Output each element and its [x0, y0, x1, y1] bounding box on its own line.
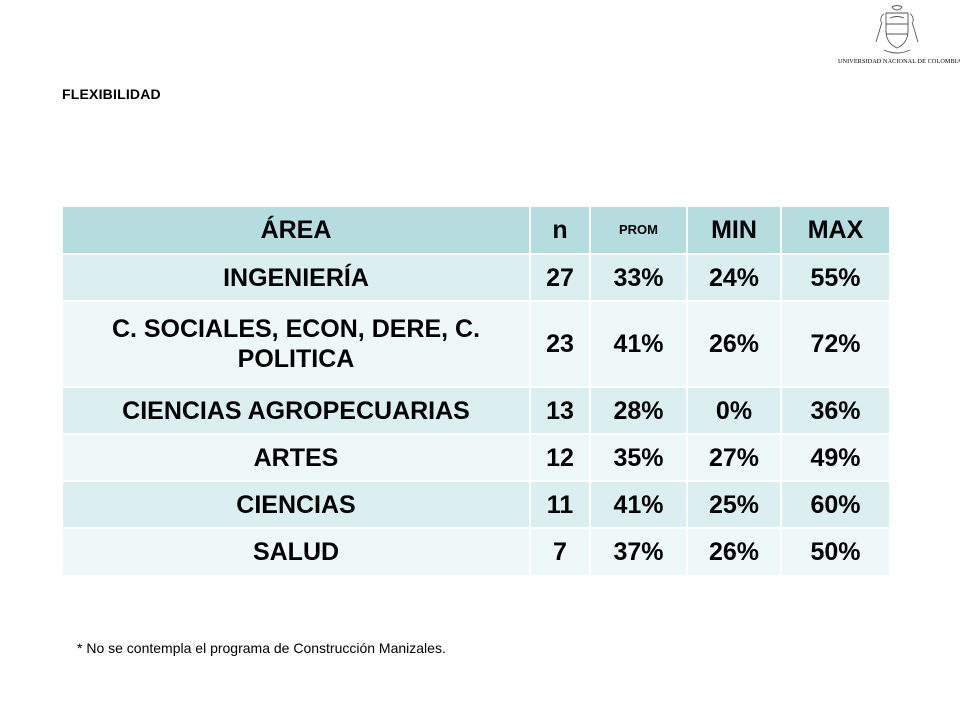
cell-n: 13 — [529, 386, 590, 434]
cell-min: 26% — [686, 527, 781, 575]
cell-area: INGENIERÍA — [61, 253, 530, 301]
table-row: SALUD 7 37% 26% 50% — [61, 527, 889, 575]
cell-min: 25% — [686, 480, 781, 528]
cell-prom: 37% — [589, 527, 687, 575]
table-row: INGENIERÍA 27 33% 24% 55% — [61, 253, 889, 301]
cell-n: 27 — [529, 253, 590, 301]
cell-max: 50% — [780, 527, 889, 575]
page-title: FLEXIBILIDAD — [62, 86, 161, 102]
cell-area: SALUD — [61, 527, 530, 575]
header-n: n — [529, 205, 590, 254]
table-row: CIENCIAS AGROPECUARIAS 13 28% 0% 36% — [61, 386, 889, 434]
cell-area: ARTES — [61, 433, 530, 481]
cell-prom: 35% — [589, 433, 687, 481]
cell-prom: 41% — [589, 300, 687, 387]
cell-area: CIENCIAS — [61, 480, 530, 528]
cell-n: 23 — [529, 300, 590, 387]
cell-min: 24% — [686, 253, 781, 301]
cell-n: 7 — [529, 527, 590, 575]
coat-of-arms-icon — [875, 5, 919, 54]
table-row: CIENCIAS 11 41% 25% 60% — [61, 480, 889, 528]
cell-min: 26% — [686, 300, 781, 387]
cell-max: 60% — [780, 480, 889, 528]
footnote: * No se contempla el programa de Constru… — [77, 640, 446, 656]
table-row: C. SOCIALES, ECON, DERE, C. POLITICA 23 … — [61, 300, 889, 387]
cell-n: 11 — [529, 480, 590, 528]
table-row: ARTES 12 35% 27% 49% — [61, 433, 889, 481]
cell-area: CIENCIAS AGROPECUARIAS — [61, 386, 530, 434]
flexibility-table: ÁREA n PROM MIN MAX INGENIERÍA 27 33% 24… — [61, 205, 889, 575]
cell-max: 36% — [780, 386, 889, 434]
cell-area: C. SOCIALES, ECON, DERE, C. POLITICA — [61, 300, 530, 387]
cell-prom: 28% — [589, 386, 687, 434]
cell-max: 72% — [780, 300, 889, 387]
cell-prom: 41% — [589, 480, 687, 528]
logo-text: UNIVERSIDAD NACIONAL DE COLOMBIA — [838, 58, 960, 65]
header-area: ÁREA — [61, 205, 530, 254]
cell-n: 12 — [529, 433, 590, 481]
cell-min: 0% — [686, 386, 781, 434]
header-min: MIN — [686, 205, 781, 254]
cell-min: 27% — [686, 433, 781, 481]
cell-max: 49% — [780, 433, 889, 481]
data-table-wrapper: ÁREA n PROM MIN MAX INGENIERÍA 27 33% 24… — [61, 205, 889, 575]
table-header-row: ÁREA n PROM MIN MAX — [61, 205, 889, 254]
header-prom: PROM — [589, 205, 687, 254]
cell-prom: 33% — [589, 253, 687, 301]
cell-max: 55% — [780, 253, 889, 301]
header-max: MAX — [780, 205, 889, 254]
university-logo: UNIVERSIDAD NACIONAL DE COLOMBIA — [838, 4, 960, 70]
